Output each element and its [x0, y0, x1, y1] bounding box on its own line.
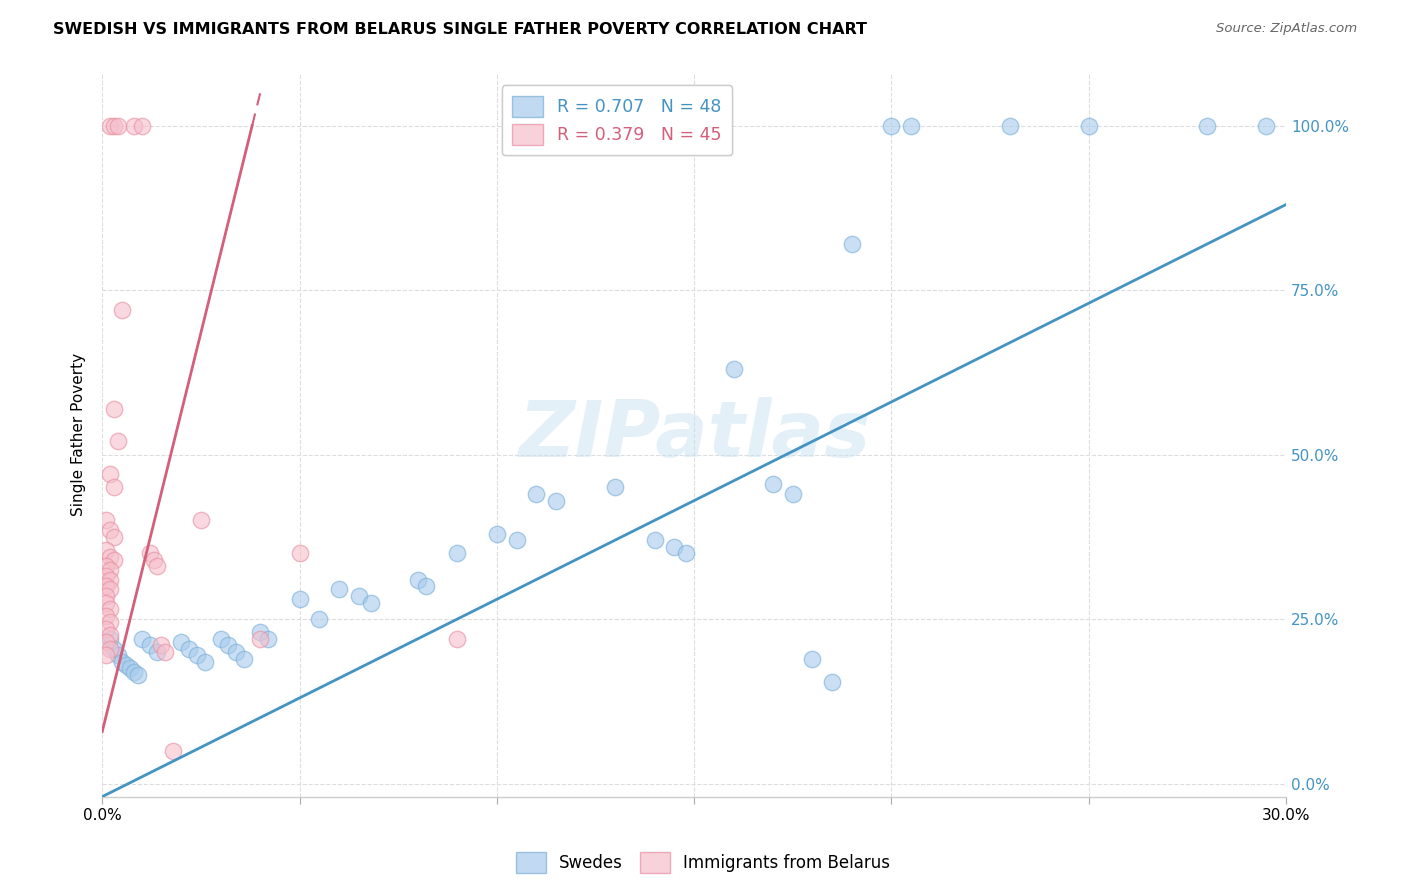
Point [446, 546, 468, 560]
Text: Source: ZipAtlas.com: Source: ZipAtlas.com [1216, 22, 1357, 36]
Point [505, 533, 527, 547]
Point [122, 119, 145, 133]
Point [155, 645, 177, 659]
Point [138, 638, 160, 652]
Point [107, 119, 129, 133]
Point [225, 645, 247, 659]
Point [98, 573, 121, 587]
Point [122, 665, 145, 679]
Point [782, 487, 804, 501]
Point [1195, 119, 1218, 133]
Legend: R = 0.707   N = 48, R = 0.379   N = 45: R = 0.707 N = 48, R = 0.379 N = 45 [502, 86, 733, 155]
Point [107, 648, 129, 663]
Point [288, 592, 311, 607]
Point [96, 589, 118, 603]
Point [118, 661, 141, 675]
Point [103, 480, 125, 494]
Point [96, 559, 118, 574]
Point [111, 302, 134, 317]
Point [249, 632, 271, 646]
Point [107, 434, 129, 449]
Point [98, 582, 121, 597]
Point [218, 638, 240, 652]
Point [103, 553, 125, 567]
Point [96, 635, 118, 649]
Point [111, 655, 134, 669]
Point [103, 530, 125, 544]
Point [415, 579, 437, 593]
Point [96, 648, 118, 663]
Point [146, 559, 169, 574]
Point [524, 487, 547, 501]
Point [96, 543, 118, 558]
Point [98, 628, 121, 642]
Point [544, 493, 567, 508]
Point [1077, 119, 1099, 133]
Point [96, 596, 118, 610]
Point [138, 546, 160, 560]
Point [146, 645, 169, 659]
Y-axis label: Single Father Poverty: Single Father Poverty [72, 353, 86, 516]
Point [406, 573, 429, 587]
Point [209, 632, 232, 646]
Point [801, 651, 824, 665]
Point [288, 546, 311, 560]
Point [96, 579, 118, 593]
Point [98, 641, 121, 656]
Point [1256, 119, 1278, 133]
Point [605, 480, 627, 494]
Point [162, 744, 184, 758]
Point [446, 632, 468, 646]
Point [841, 237, 863, 252]
Point [98, 467, 121, 482]
Point [177, 641, 200, 656]
Point [485, 526, 508, 541]
Point [98, 632, 121, 646]
Point [328, 582, 350, 597]
Point [998, 119, 1021, 133]
Text: SWEDISH VS IMMIGRANTS FROM BELARUS SINGLE FATHER POVERTY CORRELATION CHART: SWEDISH VS IMMIGRANTS FROM BELARUS SINGL… [53, 22, 868, 37]
Point [150, 638, 173, 652]
Point [190, 513, 212, 527]
Point [98, 563, 121, 577]
Point [96, 513, 118, 527]
Point [131, 119, 153, 133]
Point [98, 602, 121, 616]
Point [96, 622, 118, 636]
Point [142, 553, 165, 567]
Point [127, 668, 149, 682]
Point [170, 635, 193, 649]
Point [98, 615, 121, 630]
Point [103, 401, 125, 416]
Point [347, 589, 370, 603]
Point [644, 533, 666, 547]
Point [821, 674, 844, 689]
Point [103, 119, 125, 133]
Point [98, 549, 121, 564]
Point [186, 648, 208, 663]
Point [249, 625, 271, 640]
Point [98, 119, 121, 133]
Point [96, 569, 118, 583]
Point [308, 612, 330, 626]
Point [257, 632, 280, 646]
Point [194, 655, 217, 669]
Point [723, 362, 745, 376]
Point [360, 596, 382, 610]
Point [675, 546, 697, 560]
Point [233, 651, 256, 665]
Point [131, 632, 153, 646]
Point [880, 119, 903, 133]
Legend: Swedes, Immigrants from Belarus: Swedes, Immigrants from Belarus [509, 846, 897, 880]
Point [664, 540, 686, 554]
Point [900, 119, 922, 133]
Point [762, 477, 785, 491]
Point [103, 641, 125, 656]
Point [98, 523, 121, 537]
Text: ZIPatlas: ZIPatlas [517, 397, 870, 473]
Point [96, 608, 118, 623]
Point [115, 658, 138, 673]
